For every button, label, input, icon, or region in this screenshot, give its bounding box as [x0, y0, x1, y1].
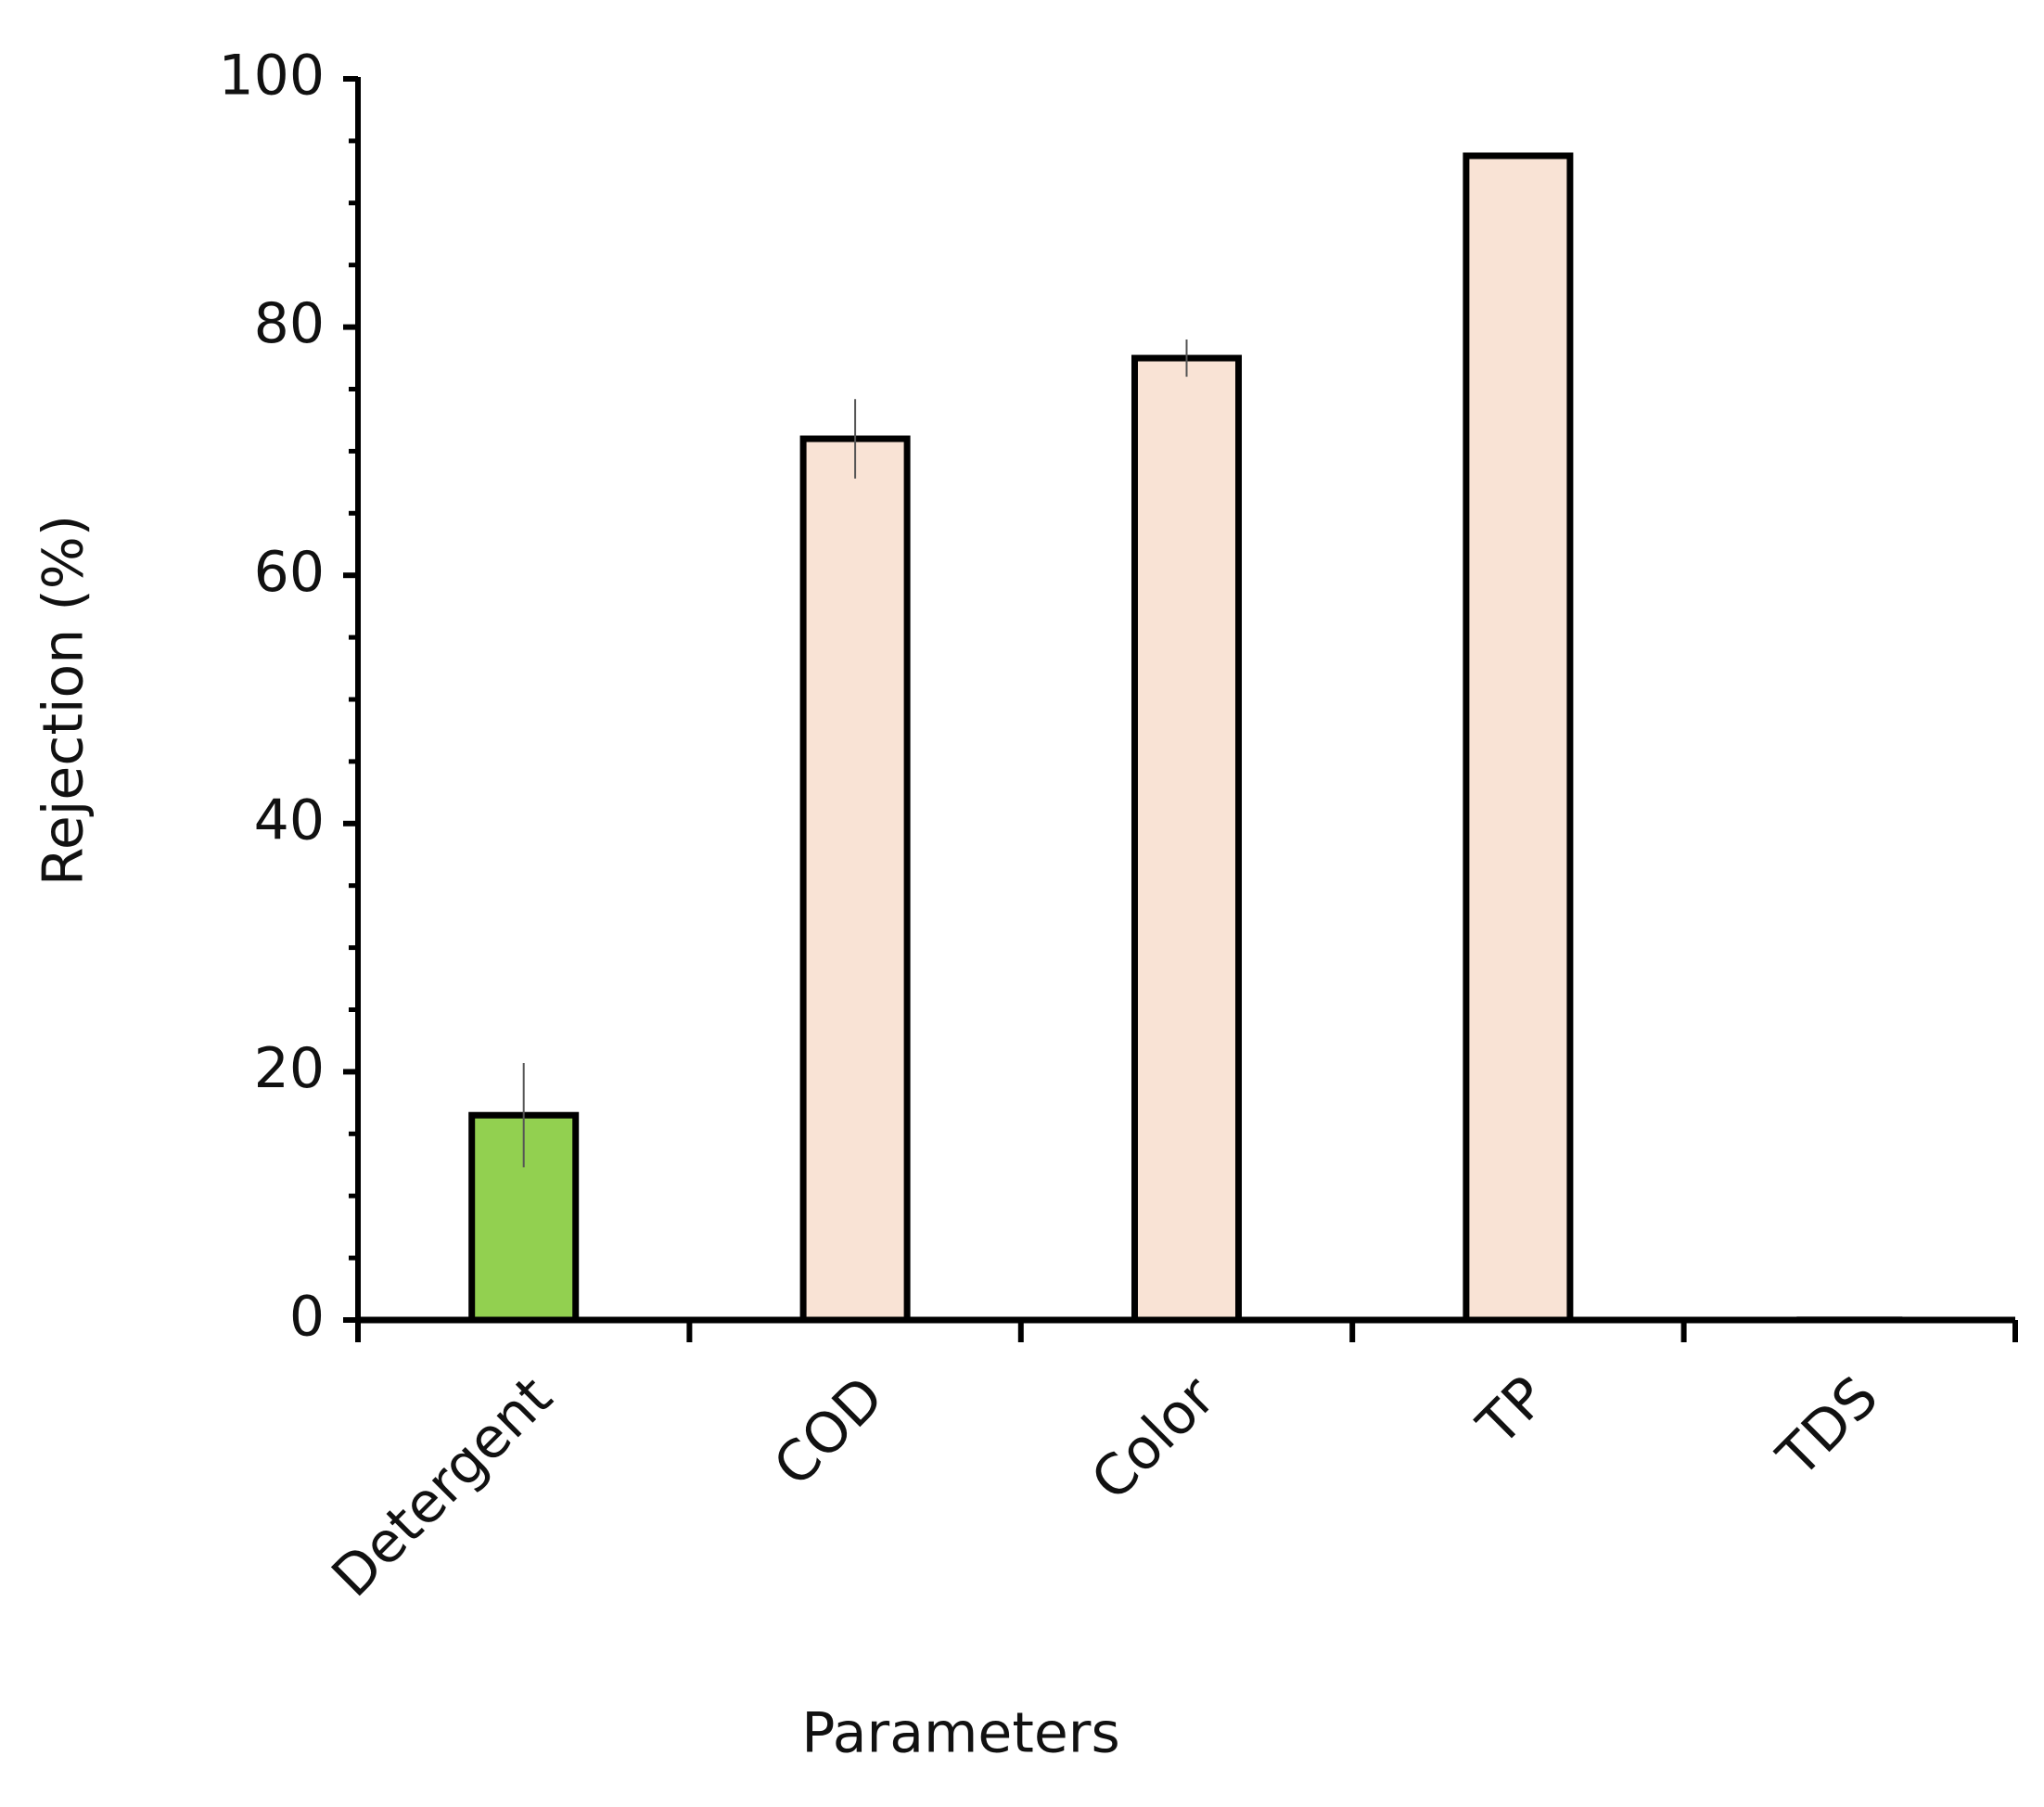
y-tick-label: 0 [289, 1285, 325, 1350]
y-tick-label: 40 [254, 788, 325, 852]
y-tick-label: 20 [254, 1036, 325, 1101]
y-tick-label: 60 [254, 540, 325, 605]
x-tick-label: Color [1079, 1365, 1229, 1514]
bar [799, 435, 911, 1324]
bar [1463, 152, 1574, 1324]
x-tick-label: TP [1465, 1365, 1560, 1459]
x-tick-label: COD [761, 1365, 896, 1499]
x-tick-label: Detergent [320, 1365, 565, 1609]
y-tick-label: 80 [254, 291, 325, 356]
y-tick-label: 100 [218, 44, 325, 109]
x-tick-label: TDS [1765, 1365, 1891, 1491]
y-axis-title: Rejection (%) [32, 515, 96, 886]
bar [1131, 354, 1242, 1324]
x-axis-title: Parameters [801, 1701, 1119, 1766]
